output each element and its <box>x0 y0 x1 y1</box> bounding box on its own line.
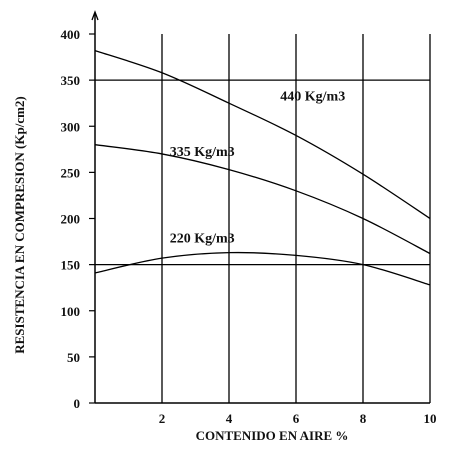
y-tick-label-200: 200 <box>61 212 81 227</box>
y-tick-label-250: 250 <box>61 165 81 180</box>
y-tick-label-300: 300 <box>61 119 81 134</box>
y-axis-title: RESISTENCIA EN COMPRESION (Kp/cm2) <box>12 96 27 354</box>
x-tick-label-4: 4 <box>226 411 233 426</box>
y-tick-label-0: 0 <box>74 396 81 411</box>
y-tick-label-350: 350 <box>61 73 81 88</box>
series-line-220-kg-m3 <box>94 251 431 286</box>
grid-layer <box>95 34 431 403</box>
x-axis-title: CONTENIDO EN AIRE % <box>196 428 349 443</box>
series-line-440-kg-m3 <box>94 49 431 220</box>
y-axis-arrow-icon <box>91 10 99 21</box>
series-layer <box>94 49 431 286</box>
y-tick-label-150: 150 <box>61 258 81 273</box>
x-tick-label-10: 10 <box>424 411 437 426</box>
series-labels: 440 Kg/m3 335 Kg/m3 220 Kg/m3 <box>170 89 346 246</box>
y-tick-labels: 0 50 100 150 200 250 300 350 400 <box>61 27 81 411</box>
x-tick-label-2: 2 <box>159 411 166 426</box>
series-label-335-kg-m3: 335 Kg/m3 <box>170 145 235 160</box>
x-tick-label-6: 6 <box>293 411 300 426</box>
axis-layer <box>89 10 430 404</box>
series-line-335-kg-m3 <box>94 144 431 255</box>
y-tick-label-400: 400 <box>61 27 81 42</box>
y-tick-label-100: 100 <box>61 304 81 319</box>
y-tick-label-50: 50 <box>67 350 80 365</box>
x-tick-labels: 2 4 6 8 10 <box>159 411 437 426</box>
series-label-220-kg-m3: 220 Kg/m3 <box>170 231 235 246</box>
x-tick-label-8: 8 <box>360 411 367 426</box>
series-label-440-kg-m3: 440 Kg/m3 <box>280 89 345 104</box>
